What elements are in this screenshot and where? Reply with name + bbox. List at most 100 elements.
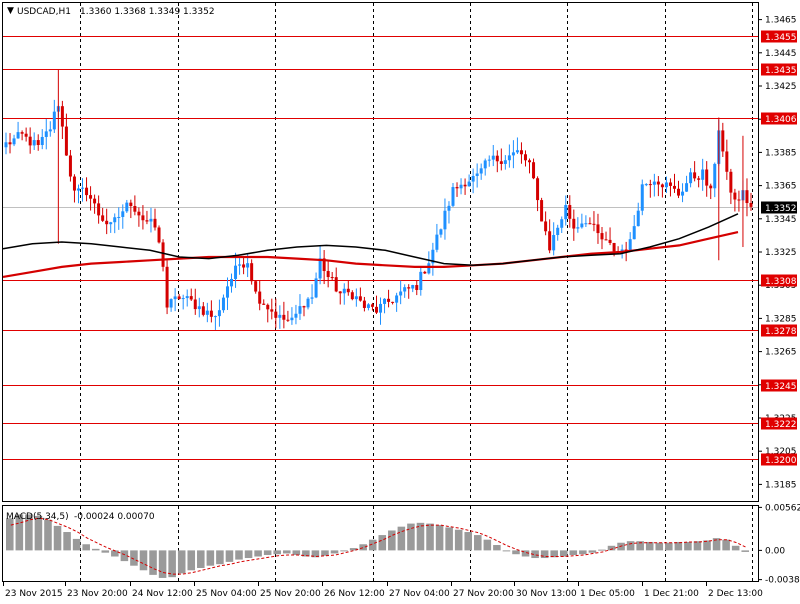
- macd-bar: [82, 544, 90, 551]
- dropdown-triangle-icon[interactable]: ▼: [7, 6, 14, 16]
- candle-body: [125, 202, 129, 212]
- candle-body: [451, 187, 455, 206]
- candle-body: [447, 205, 451, 211]
- candle-body: [383, 298, 387, 304]
- candle-body: [532, 162, 536, 179]
- macd-bar: [416, 522, 425, 551]
- candle-body: [270, 309, 274, 312]
- macd-bar: [731, 545, 740, 551]
- candle-body: [266, 304, 270, 310]
- candle-body: [515, 150, 519, 153]
- macd-bar: [130, 550, 138, 566]
- candle-body: [141, 215, 145, 221]
- macd-bar: [512, 550, 520, 555]
- macd-bar: [340, 550, 348, 552]
- level-label-bg: [761, 453, 797, 466]
- candle-body: [217, 310, 221, 317]
- candle-body: [564, 205, 568, 220]
- candle-body: [709, 185, 713, 189]
- candle-body: [536, 178, 540, 201]
- candle-body: [640, 184, 644, 211]
- time-tick-label: 25 Nov 04:00: [196, 589, 257, 599]
- candle-body: [201, 306, 205, 315]
- candle-body: [733, 192, 737, 200]
- candle-body: [117, 216, 121, 218]
- macd-bar: [168, 550, 176, 578]
- candle-body: [36, 140, 40, 146]
- candle-body: [423, 271, 427, 274]
- macd-bar: [636, 541, 644, 551]
- candle-body: [48, 129, 52, 132]
- macd-axis: 0.00562 0.00 -0.00382: [758, 503, 800, 586]
- candle-body: [370, 304, 374, 307]
- macd-indicator-values: -0.00024 0.00070: [74, 512, 155, 522]
- price-tick-label: 1.3265: [765, 348, 797, 358]
- candle-body: [193, 299, 197, 310]
- time-tick-label: 24 Nov 12:00: [132, 589, 193, 599]
- price-tick-label: 1.3445: [765, 49, 797, 59]
- candle-body: [672, 185, 676, 189]
- candle-body: [225, 286, 229, 298]
- price-tick-label: 1.3465: [765, 16, 797, 26]
- macd-bar: [149, 550, 157, 575]
- candle-body: [374, 306, 378, 313]
- candle-body: [427, 263, 431, 274]
- price-tick-label: 1.3345: [765, 215, 797, 225]
- candle-body: [169, 299, 173, 308]
- level-label: 1.3455: [765, 33, 797, 43]
- candle-body: [652, 181, 656, 185]
- candle-body: [713, 163, 717, 189]
- macd-bar: [72, 538, 81, 551]
- candle-body: [584, 223, 588, 225]
- candle-body: [596, 224, 600, 234]
- candle-body: [346, 288, 350, 293]
- macd-bar: [273, 550, 281, 555]
- macd-bar: [712, 538, 721, 551]
- candle-body: [28, 136, 32, 146]
- candle-body: [221, 297, 225, 311]
- candle-body: [286, 319, 290, 321]
- macd-bar: [330, 550, 339, 554]
- candle-body: [664, 182, 668, 188]
- candle-body: [105, 220, 109, 225]
- time-tick-label: 23 Nov 20:00: [67, 589, 128, 599]
- macd-bar: [693, 541, 702, 551]
- macd-bar: [607, 545, 616, 551]
- candle-body: [681, 191, 685, 196]
- ohlc-values: 1.3360 1.3368 1.3349 1.3352: [80, 7, 215, 17]
- candle-body: [165, 266, 169, 308]
- macd-bar: [235, 550, 243, 560]
- candle-body: [254, 281, 258, 292]
- level-label-bg: [761, 63, 797, 76]
- candle-body: [64, 126, 68, 156]
- candle-body: [528, 160, 532, 163]
- candle-body: [379, 303, 383, 313]
- candle-body: [16, 132, 20, 139]
- candle-body: [737, 199, 741, 201]
- candle-body: [322, 258, 326, 272]
- candle-body: [209, 310, 213, 317]
- macd-bar: [397, 526, 406, 551]
- price-tick-label: 1.3325: [765, 248, 797, 258]
- candle-body: [705, 169, 709, 186]
- candle-body: [298, 306, 302, 314]
- candle-body: [89, 195, 93, 199]
- candle-body: [242, 264, 246, 268]
- candle-body: [395, 295, 399, 303]
- candle-body: [149, 218, 153, 222]
- macd-bar: [177, 550, 186, 574]
- macd-bar: [244, 550, 253, 559]
- candle-body: [113, 217, 117, 223]
- candle-body: [302, 306, 306, 308]
- moving-average-red: [2, 231, 739, 278]
- macd-bar: [91, 548, 100, 551]
- candle-body: [306, 298, 310, 308]
- level-labels: 1.3455 1.3435 1.3406 1.3308 1.3278 1.3245 1.32…: [761, 30, 797, 466]
- candle-body: [439, 229, 443, 235]
- macd-bar: [120, 550, 129, 562]
- macd-bar: [6, 518, 14, 551]
- candle-body: [250, 263, 254, 282]
- macd-bar: [225, 550, 234, 562]
